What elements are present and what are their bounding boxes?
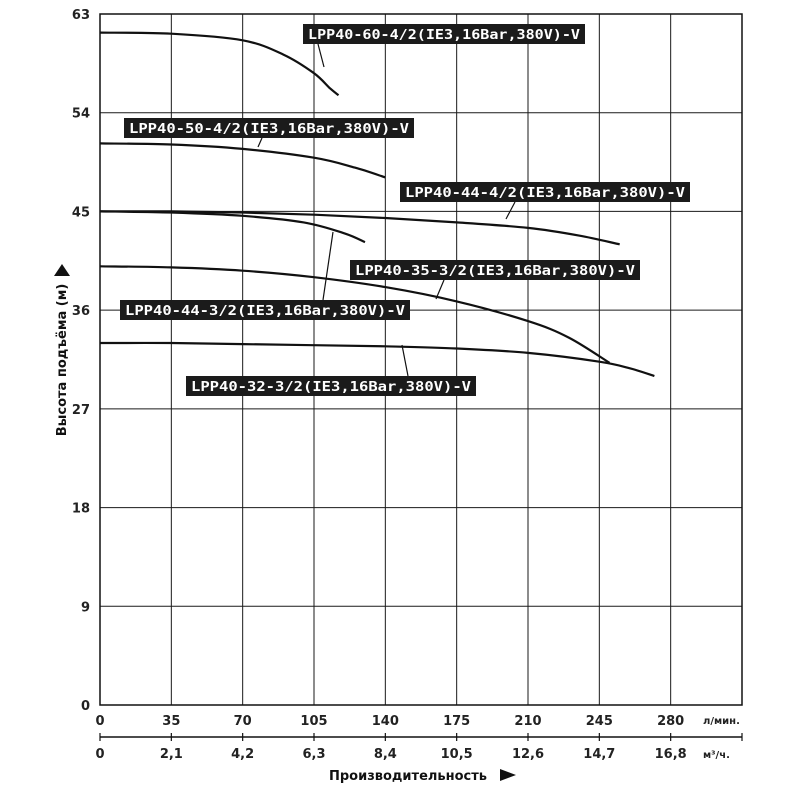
series-label-text: LPP40-32-3/2(IE3,16Bar,380V)-V — [191, 380, 471, 395]
x-secondary-tick-label: 16,8 — [655, 747, 687, 762]
y-tick-labels: 0 9 18 27 36 45 54 63 — [72, 8, 90, 714]
x-primary-tick-label: 280 — [657, 714, 684, 729]
curves — [99, 31, 655, 378]
y-tick-label: 45 — [72, 205, 90, 220]
series-curve-4 — [99, 210, 366, 244]
x-primary-tick-label: 140 — [372, 714, 399, 729]
series-label-text: LPP40-60-4/2(IE3,16Bar,380V)-V — [308, 28, 580, 43]
x-secondary-tick-label: 10,5 — [441, 747, 473, 762]
x-primary-tick-label: 210 — [514, 714, 541, 729]
series-labels: LPP40-60-4/2(IE3,16Bar,380V)-V LPP40-50-4… — [120, 24, 690, 396]
x-primary-tick-label: 245 — [586, 714, 613, 729]
x-primary-tick-label: 35 — [162, 714, 180, 729]
y-tick-label: 54 — [72, 107, 90, 122]
x-primary-tick-label: 175 — [443, 714, 470, 729]
series-label-box — [120, 300, 410, 320]
series-leader-line — [401, 344, 409, 377]
series-leader-line — [505, 201, 516, 220]
series-label-text: LPP40-35-3/2(IE3,16Bar,380V)-V — [355, 264, 635, 279]
y-tick-label: 36 — [72, 304, 90, 319]
series-leader-line — [322, 231, 334, 301]
series-label-6: LPP40-32-3/2(IE3,16Bar,380V)-V — [186, 376, 476, 396]
x-primary-tick-label: 0 — [95, 714, 104, 729]
series-label-3: LPP40-44-4/2(IE3,16Bar,380V)-V — [400, 182, 690, 202]
plot-frame — [99, 13, 743, 706]
x-secondary-tick-label: 4,2 — [231, 747, 254, 762]
x-primary-tick-label: 70 — [234, 714, 252, 729]
x-primary-tick-label: 105 — [300, 714, 327, 729]
series-label-box — [124, 118, 414, 138]
y-axis-arrow-icon — [54, 264, 70, 276]
y-axis-title: Высота подъёма (м) — [55, 284, 70, 437]
x-secondary-tick-label: 12,6 — [512, 747, 544, 762]
x-axis-title: Производительность — [329, 769, 487, 784]
grid — [99, 13, 743, 741]
series-label-2: LPP40-50-4/2(IE3,16Bar,380V)-V — [124, 118, 414, 138]
x-secondary-tick-label: 8,4 — [374, 747, 397, 762]
x-axis-arrow-icon — [500, 769, 516, 781]
series-leader-line — [257, 137, 263, 148]
x-secondary-tick-label: 0 — [95, 747, 104, 762]
series-label-5: LPP40-35-3/2(IE3,16Bar,380V)-V — [350, 260, 640, 280]
series-label-4: LPP40-44-3/2(IE3,16Bar,380V)-V — [120, 300, 410, 320]
series-label-1: LPP40-60-4/2(IE3,16Bar,380V)-V — [303, 24, 585, 44]
x-secondary-tick-label: 6,3 — [302, 747, 325, 762]
series-label-text: LPP40-50-4/2(IE3,16Bar,380V)-V — [129, 122, 409, 137]
series-curve-2 — [99, 142, 386, 179]
series-curve-6 — [99, 341, 655, 378]
x-secondary-tick-label: 2,1 — [160, 747, 183, 762]
series-label-box — [186, 376, 476, 396]
series-label-text: LPP40-44-3/2(IE3,16Bar,380V)-V — [125, 304, 405, 319]
series-label-text: LPP40-44-4/2(IE3,16Bar,380V)-V — [405, 186, 685, 201]
series-label-box — [400, 182, 690, 202]
series-label-box — [350, 260, 640, 280]
series-leader-line — [435, 279, 445, 300]
x-primary-unit: л/мин. — [703, 716, 740, 727]
y-tick-label: 9 — [81, 600, 90, 615]
y-tick-label: 63 — [72, 8, 90, 23]
y-tick-label: 0 — [81, 699, 90, 714]
x-tick-labels: 0 35 70 105 140 175 210 245 280 0 2,1 4,2 6,3 8,4 10,5… — [95, 714, 686, 762]
series-label-box — [303, 24, 585, 44]
series-curve-5 — [99, 265, 611, 364]
series-curve-3 — [99, 210, 620, 246]
x-secondary-unit: м³/ч. — [703, 750, 730, 761]
y-tick-label: 27 — [72, 403, 90, 418]
series-leader-line — [317, 43, 325, 68]
series-curve-1 — [99, 31, 340, 97]
x-secondary-tick-label: 14,7 — [583, 747, 615, 762]
y-tick-label: 18 — [72, 502, 90, 517]
